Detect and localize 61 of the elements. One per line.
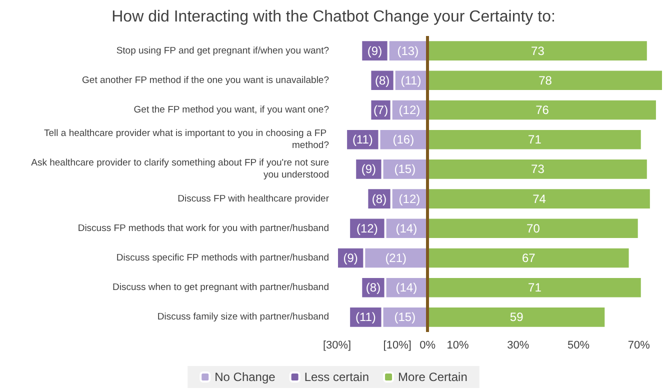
bar xyxy=(428,158,648,180)
y-tick-label: Get another FP method if the one you want is unavailable? xyxy=(82,74,329,86)
bar xyxy=(428,188,651,210)
data-label: (9) xyxy=(361,162,376,176)
bar xyxy=(428,218,639,240)
data-label: (9) xyxy=(367,44,382,58)
data-label: (8) xyxy=(374,73,390,88)
y-tick-label: Discuss when to get pregnant with partner/husband xyxy=(112,282,329,294)
y-tick-label: Discuss family size with partner/husband xyxy=(157,312,329,323)
data-label: 74 xyxy=(532,192,546,206)
legend-label: No Change xyxy=(214,370,276,384)
y-tick-label: Discuss FP methods that work for you with partner/husband xyxy=(78,222,329,234)
data-label: (15) xyxy=(394,162,416,176)
data-label: 70 xyxy=(526,221,540,236)
data-label: (15) xyxy=(394,310,416,324)
data-label: 76 xyxy=(536,103,550,117)
y-tick-label: Tell a healthcare provider what is important to you in choosing a FP method? xyxy=(44,128,329,152)
data-label: (11) xyxy=(400,73,422,88)
data-label: (9) xyxy=(343,251,358,265)
data-label: 73 xyxy=(531,44,545,58)
x-tick-label: 50% xyxy=(567,340,590,352)
data-label: (7) xyxy=(373,103,388,117)
data-label: 71 xyxy=(528,280,542,295)
bar xyxy=(428,99,657,121)
bar xyxy=(428,247,630,269)
bar xyxy=(428,70,663,92)
data-label: (21) xyxy=(385,251,407,265)
data-label: 73 xyxy=(531,162,545,176)
data-label: (8) xyxy=(372,192,387,206)
data-label: (14) xyxy=(396,221,418,236)
y-tick-label: Get the FP method you want, if you want one? xyxy=(134,104,329,116)
data-label: 59 xyxy=(510,310,524,324)
data-label: (8) xyxy=(366,280,381,295)
legend-label: Less certain xyxy=(304,370,370,384)
data-label: (11) xyxy=(355,310,376,324)
x-tick-label: 30% xyxy=(507,340,530,352)
x-tick-label: [10%] xyxy=(383,340,412,352)
data-label: (12) xyxy=(356,221,378,236)
x-tick-label: 10% xyxy=(446,340,469,352)
y-tick-label: Discuss specific FP methods with partner/husband xyxy=(116,252,329,264)
data-label: 78 xyxy=(538,73,552,88)
bar xyxy=(428,128,642,150)
data-label: (16) xyxy=(392,132,414,147)
y-tick-label: Ask healthcare provider to clarify something about FP if you're not sure you understood xyxy=(31,158,329,181)
y-tick-label: Discuss FP with healthcare provider xyxy=(178,193,329,204)
bar xyxy=(428,40,648,62)
chart-title: How did Interacting with the Chatbot Change your Certainty to: xyxy=(112,8,556,26)
x-tick-label: [30%] xyxy=(322,340,352,352)
bar xyxy=(428,276,642,298)
x-tick-label: 70% xyxy=(628,340,650,352)
data-label: (13) xyxy=(397,44,419,58)
bar xyxy=(428,306,606,328)
data-label: (12) xyxy=(398,103,420,117)
y-tick-label: Stop using FP and get pregnant if/when you want? xyxy=(116,45,329,56)
data-label: (12) xyxy=(398,192,420,206)
data-label: 71 xyxy=(528,132,542,147)
data-label: 67 xyxy=(522,251,536,265)
x-tick-label: 0% xyxy=(420,340,436,352)
legend-label: More Certain xyxy=(398,370,468,384)
data-label: (14) xyxy=(396,280,418,295)
data-label: (11) xyxy=(352,132,373,147)
